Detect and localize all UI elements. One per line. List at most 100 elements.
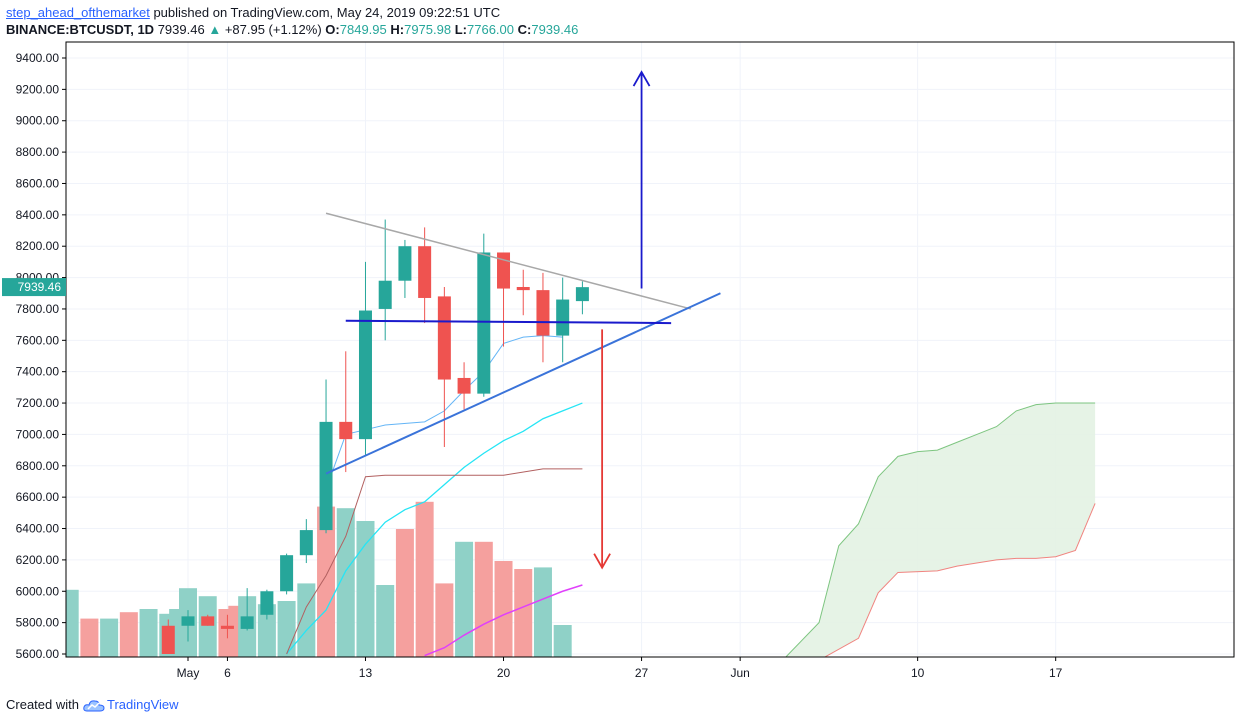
- price-change: +87.95 (+1.12%): [224, 22, 322, 37]
- volume-bar: [514, 569, 533, 657]
- chart-header: step_ahead_ofthemarket published on Trad…: [6, 4, 578, 38]
- candle-body: [339, 421, 353, 440]
- price-tick-label: 8600.00: [16, 176, 60, 190]
- candle-body: [418, 246, 432, 298]
- price-tick-label: 9200.00: [16, 82, 60, 96]
- price-tick-label: 7600.00: [16, 333, 60, 347]
- candle-body: [536, 290, 550, 336]
- candle-body: [299, 530, 313, 556]
- candle-body: [161, 625, 175, 654]
- candle-body: [497, 252, 511, 289]
- ichimoku-cloud: [785, 402, 1096, 657]
- price-tick-label: 5600.00: [16, 647, 60, 661]
- price-tick-label: 8800.00: [16, 145, 60, 159]
- price-tick-label: 6600.00: [16, 490, 60, 504]
- volume-bar: [80, 618, 99, 657]
- volume-bar: [297, 583, 316, 657]
- volume-bar: [376, 585, 395, 657]
- volume-bar: [553, 625, 572, 657]
- volume-bar: [533, 567, 552, 657]
- last-price-tag-label: 7939.46: [18, 280, 62, 294]
- open-value: 7849.95: [339, 22, 387, 37]
- price-tick-label: 9000.00: [16, 114, 60, 128]
- volume-bar: [395, 529, 414, 657]
- indicator-line-dark-red: [286, 468, 583, 655]
- time-tick-label: 6: [224, 666, 231, 680]
- author-link[interactable]: step_ahead_ofthemarket: [6, 5, 150, 20]
- price-tick-label: 6400.00: [16, 522, 60, 536]
- cloud-area: [785, 403, 1096, 657]
- time-tick-label: 20: [497, 666, 511, 680]
- price-tick-label: 8200.00: [16, 239, 60, 253]
- cloud-span-a: [785, 402, 1096, 657]
- candle-body: [280, 555, 294, 592]
- close-label: C:: [517, 22, 532, 37]
- indicator-line-cyan: [286, 402, 583, 655]
- last-price-tag: [2, 278, 66, 297]
- price-tick-label: 5800.00: [16, 616, 60, 630]
- price-tick-label: 7400.00: [16, 365, 60, 379]
- candle-body: [181, 616, 195, 626]
- price-tick-label: 7800.00: [16, 302, 60, 316]
- trend-drawings: [325, 70, 721, 570]
- up-triangle-icon: ▲: [208, 22, 222, 37]
- candle-body: [398, 246, 412, 281]
- low-value: 7766.00: [467, 22, 514, 37]
- high-value: 7975.98: [404, 22, 452, 37]
- candle-body: [556, 299, 570, 336]
- volume-bar: [139, 609, 158, 657]
- candle-body: [240, 616, 254, 629]
- time-tick-label: Jun: [730, 666, 749, 680]
- chart-grid: [66, 42, 1234, 657]
- volume-bar: [119, 612, 138, 657]
- volume-bar: [415, 501, 434, 657]
- time-tick-label: 10: [911, 666, 925, 680]
- volume-bars: [66, 501, 572, 657]
- price-tick-label: 6200.00: [16, 553, 60, 567]
- cloud-span-b: [823, 503, 1096, 657]
- high-label: H:: [390, 22, 405, 37]
- candle-body: [437, 296, 451, 380]
- arrow-down-head: [593, 553, 611, 570]
- candle-body: [358, 310, 372, 440]
- footer: Created with TradingView: [6, 697, 179, 712]
- upper-trendline: [325, 212, 692, 310]
- volume-bar: [317, 506, 336, 657]
- volume-bar: [474, 541, 493, 657]
- time-tick-label: May: [177, 666, 200, 680]
- time-tick-label: 27: [635, 666, 649, 680]
- indicator-line-magenta: [424, 584, 583, 657]
- arrow-up-head: [632, 70, 651, 87]
- candle-body: [220, 625, 234, 629]
- price-tick-label: 9400.00: [16, 51, 60, 65]
- candle-body: [260, 591, 274, 615]
- last-price: 7939.46: [157, 22, 205, 37]
- price-tick-label: 6000.00: [16, 584, 60, 598]
- volume-bar: [494, 561, 513, 657]
- price-tick-label: 7000.00: [16, 427, 60, 441]
- time-tick-label: 17: [1049, 666, 1063, 680]
- price-tick-label: 6800.00: [16, 459, 60, 473]
- volume-bar: [435, 583, 454, 657]
- tradingview-cloud-icon: [83, 699, 105, 711]
- volume-bar: [100, 618, 119, 657]
- candlesticks: [161, 219, 589, 654]
- candle-body: [477, 252, 491, 394]
- low-label: L:: [454, 22, 467, 37]
- price-tick-label: 8400.00: [16, 208, 60, 222]
- tradingview-brand: TradingView: [106, 697, 179, 712]
- candle-body: [575, 287, 589, 302]
- price-tick-label: 7200.00: [16, 396, 60, 410]
- volume-bar: [277, 601, 296, 657]
- close-value: 7939.46: [531, 22, 579, 37]
- symbol-label[interactable]: BINANCE:BTCUSDT, 1D: [6, 22, 155, 37]
- tradingview-logo[interactable]: TradingView: [83, 697, 179, 712]
- volume-bar: [198, 596, 217, 657]
- axes: 9400.00 9200.00 9000.00 8800.00 8600.00 8400.…: [2, 41, 1235, 680]
- created-with-label: Created with: [6, 697, 79, 712]
- volume-bar: [66, 589, 79, 657]
- volume-bar: [257, 604, 276, 657]
- volume-bar: [356, 521, 375, 657]
- horizontal-line: [345, 319, 672, 325]
